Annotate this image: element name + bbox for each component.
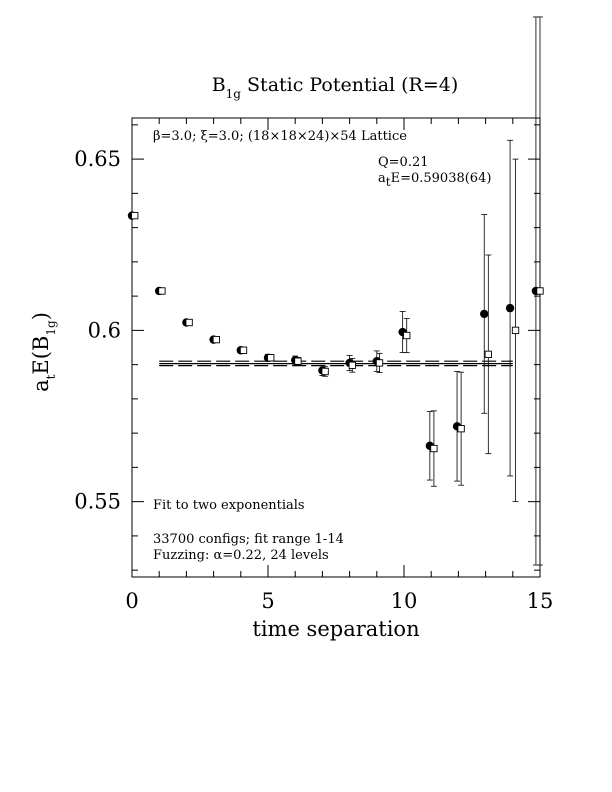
data-point <box>511 158 520 503</box>
data-point <box>375 352 384 373</box>
data-point <box>239 346 248 354</box>
y-tick-label: 0.65 <box>74 147 121 171</box>
open-square-marker <box>321 367 329 376</box>
data-point <box>212 335 220 344</box>
data-point <box>484 254 492 455</box>
y-tick-label: 0.6 <box>88 318 121 342</box>
open-square-marker <box>457 425 465 433</box>
fit-type-annotation: Fit to two exponentials <box>153 498 305 513</box>
data-point <box>321 366 329 377</box>
open-square-marker <box>375 359 384 367</box>
data-point <box>505 139 515 477</box>
fuzzing-annotation: Fuzzing: α=0.22, 24 levels <box>153 548 329 563</box>
y-axis-label: atE(B1g) <box>29 312 58 392</box>
open-square-marker <box>403 331 411 340</box>
data-point <box>131 211 139 220</box>
x-tick-label: 0 <box>125 589 138 613</box>
data-points <box>127 16 544 566</box>
plot-frame: 0 5 10 15 0.55 0.6 0.65 <box>74 117 554 613</box>
x-tick-label: 15 <box>527 589 554 613</box>
x-tick-label: 5 <box>261 589 274 613</box>
data-point <box>403 317 411 354</box>
data-point <box>457 371 465 486</box>
open-square-marker <box>267 354 275 362</box>
filled-circle-marker <box>505 303 515 313</box>
open-square-marker <box>158 287 166 295</box>
open-square-marker <box>212 335 220 344</box>
lattice-annotation: β=3.0; ξ=3.0; (18×18×24)×54 Lattice <box>153 129 407 144</box>
data-point <box>267 354 275 362</box>
y-tick-label: 0.55 <box>74 490 121 514</box>
data-point <box>536 16 544 566</box>
chart-title: B1g Static Potential (R=4) <box>212 74 459 101</box>
q-annotation: Q=0.21 <box>378 155 429 170</box>
fit-lines <box>159 360 513 367</box>
open-square-marker <box>430 444 438 453</box>
open-square-marker <box>511 326 520 335</box>
filled-circle-marker <box>480 309 489 319</box>
open-square-marker <box>185 318 193 327</box>
open-square-marker <box>131 211 139 220</box>
x-axis-label: time separation <box>252 617 419 641</box>
configs-annotation: 33700 configs; fit range 1-14 <box>153 532 344 547</box>
open-square-marker <box>239 346 248 354</box>
data-point <box>348 358 356 373</box>
data-point <box>294 357 302 366</box>
data-point <box>430 410 438 487</box>
open-square-marker <box>294 357 302 365</box>
open-square-marker <box>536 287 544 295</box>
data-point <box>185 318 193 327</box>
data-point <box>480 214 489 414</box>
data-point <box>158 287 166 295</box>
open-square-marker <box>348 361 356 369</box>
x-tick-label: 10 <box>391 589 418 613</box>
open-square-marker <box>484 350 492 359</box>
fit-value-annotation: atE=0.59038(64) <box>378 171 491 189</box>
